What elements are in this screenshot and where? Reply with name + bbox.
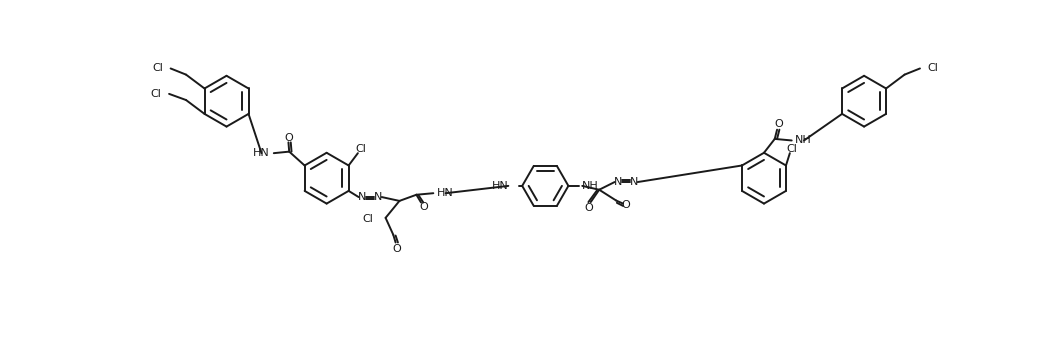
- Text: NH: NH: [795, 135, 812, 146]
- Text: HN: HN: [436, 188, 453, 198]
- Text: Cl: Cl: [150, 89, 162, 99]
- Text: O: O: [419, 202, 428, 212]
- Text: N: N: [373, 192, 382, 202]
- Text: Cl: Cl: [152, 63, 163, 73]
- Text: O: O: [621, 200, 630, 210]
- Text: O: O: [392, 244, 401, 254]
- Text: Cl: Cl: [786, 144, 798, 153]
- Text: N: N: [359, 192, 367, 202]
- Text: O: O: [775, 119, 783, 129]
- Text: HN: HN: [252, 148, 269, 158]
- Text: NH: NH: [582, 181, 599, 191]
- Text: O: O: [585, 203, 594, 213]
- Text: O: O: [285, 133, 294, 143]
- Text: Cl: Cl: [355, 144, 366, 154]
- Text: HN: HN: [492, 181, 509, 191]
- Text: N: N: [614, 177, 622, 187]
- Text: Cl: Cl: [928, 63, 938, 73]
- Text: N: N: [630, 177, 638, 187]
- Text: Cl: Cl: [363, 214, 373, 224]
